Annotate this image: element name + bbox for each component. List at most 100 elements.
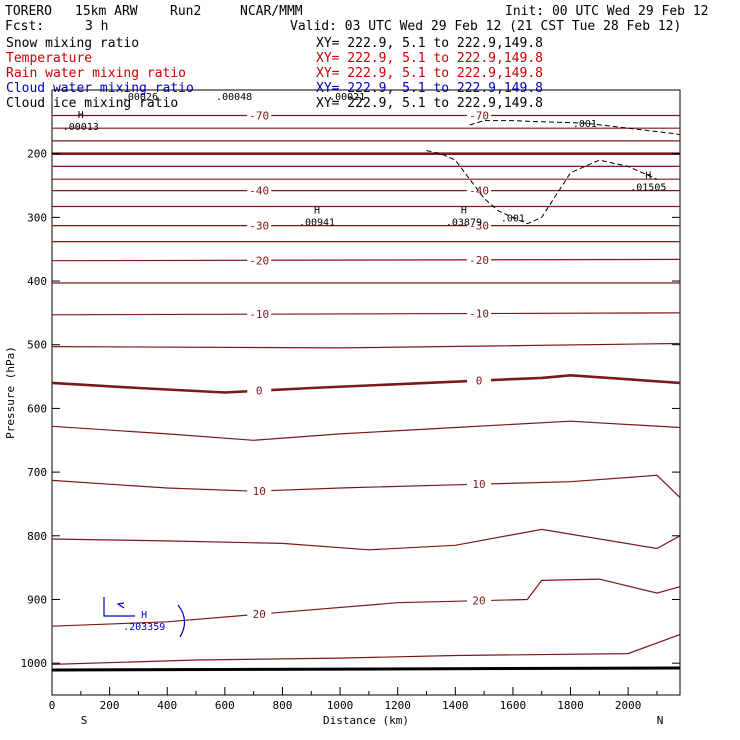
contour-label-bg [467, 374, 492, 387]
maximum-value: .00941 [299, 217, 335, 228]
cloud-ice-contour-line [426, 150, 658, 225]
contour-label-bg [247, 608, 272, 621]
temperature-contour-line [51, 342, 681, 349]
contour-label: 20 [472, 595, 485, 608]
contour-label-bg [247, 109, 272, 122]
top-label: .00021 [329, 92, 365, 103]
y-tick-label: 200 [27, 148, 47, 161]
contour-label: -40 [249, 185, 269, 198]
y-tick-label: 300 [27, 211, 47, 224]
cloud-ice-contours: .001 .001 [426, 119, 681, 225]
model-org: NCAR/MMM [240, 4, 303, 19]
south-end-label: S [81, 714, 88, 727]
contour-label-bg [467, 109, 492, 122]
y-tick-label: 900 [27, 593, 47, 606]
temperature-contours: -70 -70 -40 -40 -30 -30 -20 -20 -10 -10 0 0 10 10 20 20 [51, 109, 681, 665]
top-label: .00026 [122, 92, 158, 103]
contour-label: 20 [253, 608, 266, 621]
legend-xy: XY= 222.9, 5.1 to 222.9,149.8 [316, 36, 543, 51]
temperature-contour-line [51, 420, 681, 441]
contour-label: -10 [249, 308, 269, 321]
contour-label: 10 [472, 478, 485, 491]
maximum-symbol: H [78, 110, 84, 121]
legend-xy: XY= 222.9, 5.1 to 222.9,149.8 [316, 51, 543, 66]
contour-label: -30 [469, 220, 489, 233]
legend-label: Temperature [6, 51, 92, 66]
maximum-value: .203359 [123, 622, 165, 633]
legend-xy: XY= 222.9, 5.1 to 222.9,149.8 [316, 66, 543, 81]
contour-label-bg [247, 184, 272, 197]
cloud-ice-label: .001 [501, 213, 525, 224]
maximum-symbol: H [461, 205, 467, 216]
y-tick-label: 600 [27, 402, 47, 415]
x-tick-label: 1800 [557, 699, 584, 712]
cloud-water-contour [103, 597, 135, 617]
maximum-symbol: H [314, 205, 320, 216]
x-tick-label: 2000 [615, 699, 642, 712]
temperature-contour-line [51, 633, 681, 665]
legend: Snow mixing ratio XY= 222.9, 5.1 to 222.9… [6, 36, 543, 111]
contour-label-bg [247, 254, 272, 267]
contour-label: -40 [469, 185, 489, 198]
contour-label: 0 [476, 375, 483, 388]
x-tick-label: 1200 [384, 699, 411, 712]
forecast-label: Fcst: [5, 19, 44, 34]
contour-label: -30 [249, 220, 269, 233]
legend-label: Cloud water mixing ratio [6, 81, 194, 96]
model-resolution: 15km ARW [75, 4, 138, 19]
contour-label-bg [467, 184, 492, 197]
temperature-contour-line [51, 258, 681, 262]
maximum-value: .03879 [446, 217, 482, 228]
contour-label: -20 [249, 254, 269, 267]
contour-label: -70 [469, 109, 489, 122]
legend-label: Snow mixing ratio [6, 36, 139, 51]
contour-label-bg [467, 478, 492, 491]
y-tick-label: 1000 [21, 657, 48, 670]
legend-xy: XY= 222.9, 5.1 to 222.9,149.8 [316, 96, 543, 111]
y-tick-label: 400 [27, 275, 47, 288]
init-time: Init: 00 UTC Wed 29 Feb 12 [505, 4, 709, 19]
y-tick-label: 800 [27, 530, 47, 543]
forecast-value: 3 h [85, 19, 108, 34]
cloud-ice-label: .001 [573, 119, 597, 130]
contour-label-bg [247, 384, 272, 397]
contour-label: 0 [256, 385, 263, 398]
maximum-symbol: H [645, 170, 651, 181]
temperature-contour-line [51, 474, 681, 499]
model-run: Run2 [170, 4, 201, 19]
y-axis-label: Pressure (hPa) [4, 346, 17, 439]
x-tick-label: 1400 [442, 699, 469, 712]
contour-label-bg [247, 308, 272, 321]
x-axis-label: Distance (km) [323, 714, 409, 727]
contour-label-bg [247, 219, 272, 232]
temperature-contour-line [51, 373, 681, 394]
maximum-value: .00013 [63, 122, 99, 133]
temperature-contour-line [51, 528, 681, 551]
x-tick-label: 400 [157, 699, 177, 712]
x-tick-label: 0 [49, 699, 56, 712]
maxima-labels: H.00013H.00941H.03879H.01505H.203359.000… [63, 92, 667, 633]
valid-time: Valid: 03 UTC Wed 29 Feb 12 (21 CST Tue … [290, 19, 681, 34]
contour-label: -10 [469, 308, 489, 321]
temperature-contour-line [51, 578, 681, 627]
maximum-symbol: H [141, 610, 147, 621]
maximum-value: .01505 [630, 182, 666, 193]
legend-label: Rain water mixing ratio [6, 66, 186, 81]
x-tick-label: 800 [273, 699, 293, 712]
contour-label-bg [467, 253, 492, 266]
contour-label-bg [467, 219, 492, 232]
contour-label-bg [467, 594, 492, 607]
legend-xy: XY= 222.9, 5.1 to 222.9,149.8 [316, 81, 543, 96]
plot-frame [51, 89, 681, 696]
contour-label: -20 [469, 254, 489, 267]
legend-label: Cloud ice mixing ratio [6, 96, 178, 111]
contour-label-bg [467, 307, 492, 320]
contour-label: -70 [249, 109, 269, 122]
y-tick-label: 500 [27, 339, 47, 352]
top-label: .00048 [216, 92, 252, 103]
cloud-ice-contour-line [469, 120, 681, 136]
temperature-contour-line [51, 312, 681, 316]
x-tick-label: 1000 [327, 699, 354, 712]
header: TORERO 15km ARW Run2 NCAR/MMM Init: 00 U… [5, 4, 709, 34]
